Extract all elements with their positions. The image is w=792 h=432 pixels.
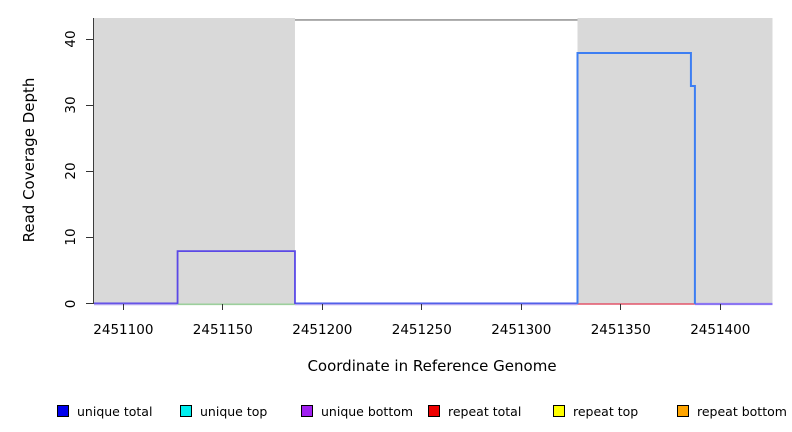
legend-label: repeat total <box>448 403 522 419</box>
legend-swatch-icon <box>57 405 69 417</box>
x-tick-label: 2451250 <box>391 322 452 338</box>
x-tick-mark <box>719 304 721 311</box>
y-tick-mark <box>86 236 93 239</box>
y-axis-title: Read Coverage Depth <box>20 77 38 243</box>
y-tick-label: 40 <box>63 30 79 48</box>
y-tick-mark <box>86 302 93 305</box>
legend-label: repeat top <box>573 403 639 419</box>
x-tick-mark <box>321 304 323 311</box>
y-tick-mark <box>86 170 93 173</box>
y-tick-label: 20 <box>63 162 79 180</box>
legend-item: unique top <box>180 399 267 423</box>
x-tick-mark <box>620 304 622 311</box>
y-tick-mark <box>86 38 93 40</box>
legend-swatch-icon <box>301 405 313 417</box>
x-tick-mark <box>421 304 423 311</box>
legend-label: unique bottom <box>321 403 414 419</box>
y-axis-line <box>92 17 94 304</box>
legend: unique total unique top unique bottom repea… <box>57 399 787 423</box>
legend-item: repeat top <box>553 399 638 423</box>
x-tick-label: 2451350 <box>590 322 651 338</box>
plot-canvas <box>93 17 772 305</box>
x-tick-label: 2451150 <box>192 322 253 338</box>
y-tick-label: 30 <box>63 96 79 114</box>
y-tick-mark <box>86 104 93 106</box>
legend-swatch-icon <box>677 405 689 417</box>
x-tick-label: 2451400 <box>690 322 751 338</box>
legend-item: unique total <box>57 399 152 423</box>
unique-coverage-box-low <box>176 249 296 304</box>
plot-area <box>93 17 772 305</box>
x-tick-mark <box>520 304 522 311</box>
x-axis-title: Coordinate in Reference Genome <box>307 357 557 375</box>
x-tick-label: 2451200 <box>292 322 353 338</box>
legend-item: repeat bottom <box>677 399 787 423</box>
legend-item: repeat total <box>428 399 521 423</box>
legend-swatch-icon <box>553 405 565 417</box>
unique-coverage-box-high <box>576 51 696 304</box>
y-tick-label: 0 <box>63 299 79 308</box>
x-tick-label: 2451100 <box>93 322 154 338</box>
legend-item: unique bottom <box>301 399 413 423</box>
legend-label: unique top <box>200 403 268 419</box>
y-tick-label: 10 <box>63 228 79 247</box>
legend-label: repeat bottom <box>697 403 787 419</box>
x-tick-mark <box>122 304 124 311</box>
repeat-region-right <box>577 17 772 304</box>
x-tick-label: 2451300 <box>491 322 552 338</box>
legend-swatch-icon <box>180 405 192 417</box>
x-tick-mark <box>222 304 224 311</box>
legend-label: unique total <box>77 403 153 419</box>
repeat-region-left <box>93 17 295 304</box>
legend-swatch-icon <box>428 405 440 417</box>
